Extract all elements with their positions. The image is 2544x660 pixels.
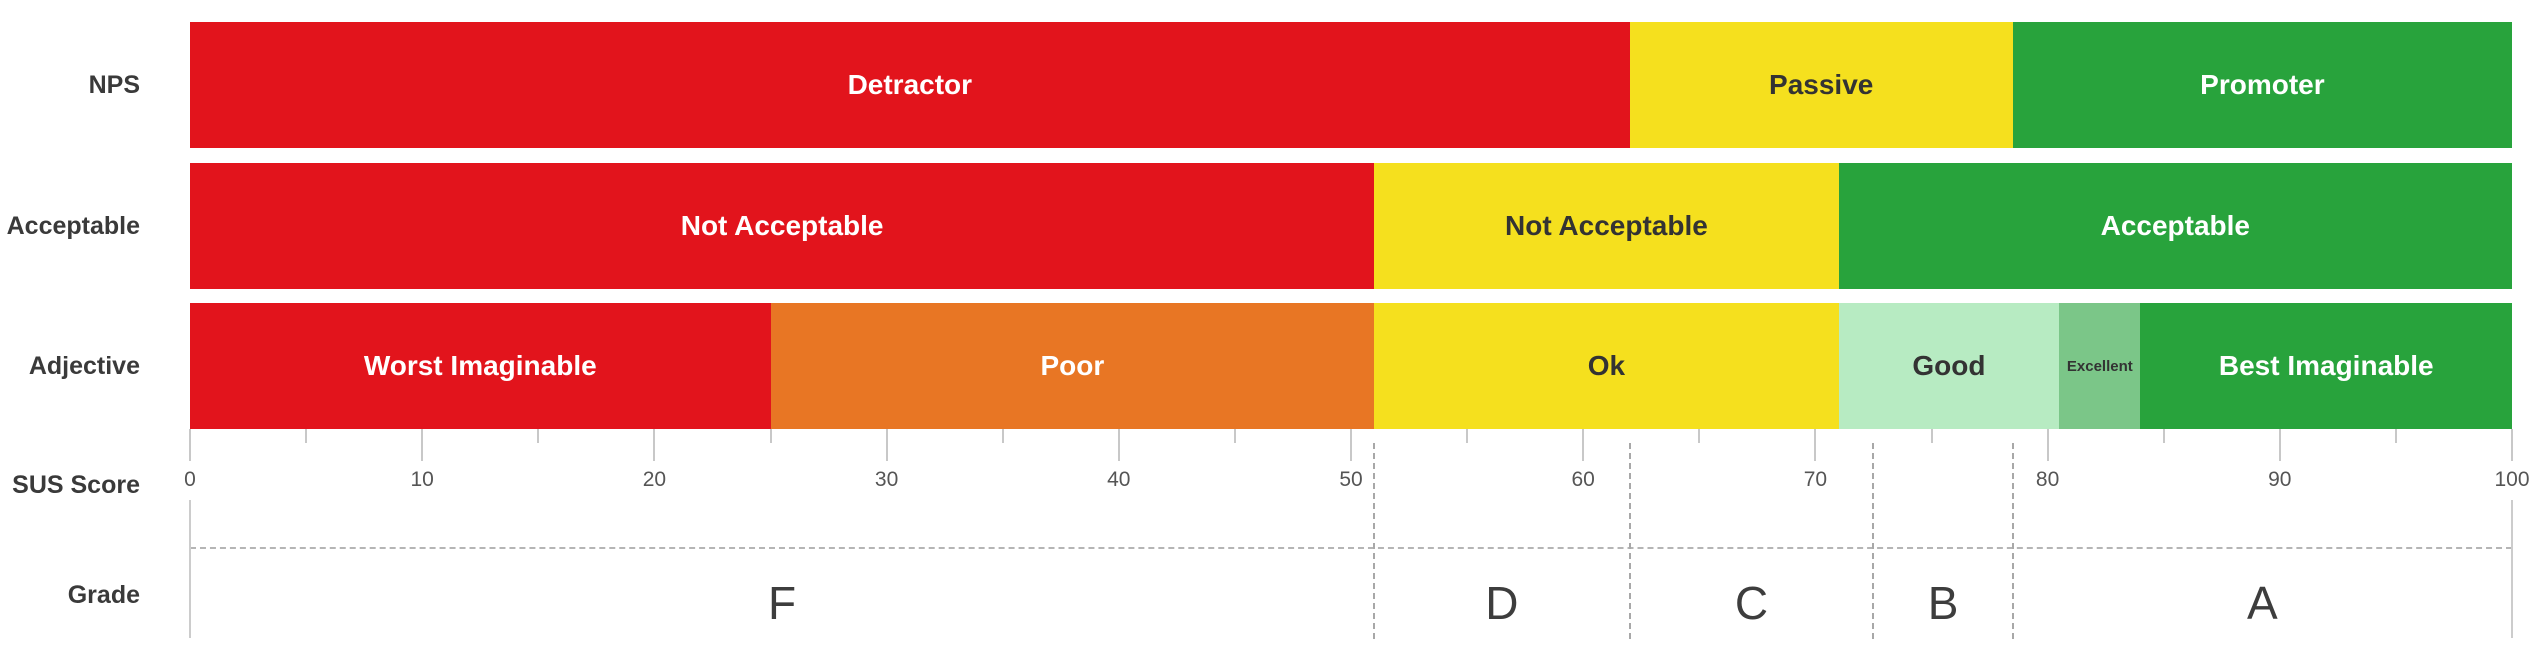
segment-adjective-ok: Ok	[1374, 303, 1839, 429]
segment-label: Excellent	[2066, 357, 2133, 375]
segment-acceptable-not-acceptable: Not Acceptable	[190, 163, 1375, 289]
minor-tick-85	[2162, 429, 2165, 443]
segment-adjective-excellent: Excellent	[2059, 303, 2141, 429]
segment-adjective-poor: Poor	[770, 303, 1375, 429]
minor-tick-45	[1233, 429, 1236, 443]
major-tick-90	[2278, 429, 2281, 461]
grade-letter-d: D	[1485, 577, 1519, 629]
axis-label: SUS Score	[12, 471, 140, 499]
minor-tick-35	[1001, 429, 1004, 443]
segment-acceptable-not-acceptable: Not Acceptable	[1374, 163, 1839, 289]
major-tick-60	[1582, 429, 1585, 461]
segment-adjective-good: Good	[1838, 303, 2060, 429]
major-tick-20	[653, 429, 656, 461]
major-tick-70	[1814, 429, 1817, 461]
segment-nps-promoter: Promoter	[2012, 22, 2512, 148]
tick-label-0: 0	[184, 468, 196, 491]
segment-label: Promoter	[2200, 69, 2325, 100]
major-tick-0	[189, 429, 191, 461]
segment-label: Passive	[1769, 69, 1874, 100]
segment-label: Not Acceptable	[680, 210, 884, 241]
major-tick-30	[885, 429, 888, 461]
major-tick-80	[2046, 429, 2049, 461]
segment-label: Good	[1912, 350, 1986, 381]
minor-tick-75	[1930, 429, 1933, 443]
segment-label: Acceptable	[2100, 210, 2250, 241]
major-tick-100	[2511, 429, 2513, 461]
tick-label-70: 70	[1803, 468, 1828, 491]
major-tick-40	[1117, 429, 1120, 461]
major-tick-10	[421, 429, 424, 461]
row-label-acceptable: Acceptable	[6, 212, 140, 240]
grade-edge-line-0	[189, 500, 191, 638]
grade-boundary-line-78-5	[2011, 443, 2014, 639]
tick-label-90: 90	[2268, 468, 2292, 491]
tick-label-30: 30	[874, 468, 899, 491]
tick-label-50: 50	[1339, 468, 1363, 491]
segment-label: Poor	[1040, 350, 1105, 381]
major-tick-50	[1350, 429, 1352, 461]
segment-nps-detractor: Detractor	[190, 22, 1630, 148]
tick-label-80: 80	[2035, 468, 2060, 491]
tick-label-100: 100	[2494, 468, 2530, 491]
grade-letter-a: A	[2247, 577, 2278, 629]
grade-edge-line-100	[2511, 500, 2513, 638]
minor-tick-65	[1698, 429, 1701, 443]
segment-adjective-best-imaginable: Best Imaginable	[2140, 303, 2512, 429]
grade-top-dashed-line	[190, 547, 2512, 549]
row-label-adjective: Adjective	[28, 352, 140, 380]
segment-label: Not Acceptable	[1505, 210, 1708, 241]
tick-label-10: 10	[410, 468, 434, 491]
minor-tick-25	[769, 429, 772, 443]
grade-row-label: Grade	[67, 581, 140, 609]
minor-tick-55	[1466, 429, 1469, 443]
tick-label-40: 40	[1107, 468, 1131, 491]
grade-letter-c: C	[1734, 577, 1769, 629]
grade-letter-b: B	[1927, 577, 1959, 629]
minor-tick-95	[2394, 429, 2397, 443]
segment-nps-passive: Passive	[1629, 22, 2013, 148]
grade-letter-f: F	[768, 577, 797, 629]
grade-boundary-line-72-5	[1872, 443, 1875, 639]
minor-tick-15	[537, 429, 540, 443]
segment-adjective-worst-imaginable: Worst Imaginable	[190, 303, 771, 429]
grade-boundary-line-62	[1628, 443, 1631, 639]
tick-label-60: 60	[1571, 468, 1595, 491]
row-label-nps: NPS	[88, 71, 140, 99]
minor-tick-5	[305, 429, 308, 443]
tick-label-20: 20	[642, 468, 667, 491]
segment-label: Best Imaginable	[2218, 350, 2434, 381]
segment-label: Worst Imaginable	[363, 350, 597, 381]
segment-label: Ok	[1587, 350, 1626, 381]
segment-acceptable-acceptable: Acceptable	[1838, 163, 2512, 289]
grade-boundary-line-51	[1373, 443, 1376, 639]
segment-label: Detractor	[847, 69, 973, 100]
